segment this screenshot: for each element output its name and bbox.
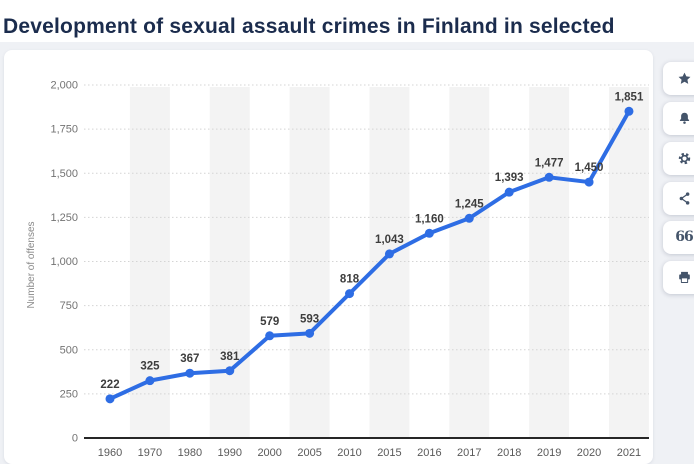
x-tick-label: 2016 <box>417 447 441 459</box>
data-point[interactable] <box>225 366 235 376</box>
plot-band <box>289 87 330 437</box>
data-point-label: 222 <box>100 379 119 391</box>
data-point[interactable] <box>504 187 514 197</box>
data-point-label: 1,450 <box>575 162 604 174</box>
print-button[interactable] <box>663 261 694 294</box>
x-tick-label: 2005 <box>297 447 321 459</box>
data-point-label: 1,160 <box>415 213 444 225</box>
y-tick-label: 500 <box>60 344 78 356</box>
data-point-label: 818 <box>340 274 360 286</box>
chart-card: 0 250 500 750 1,000 1,250 1,500 1,750 2,000 Numbe… <box>4 50 653 464</box>
data-point-label: 367 <box>180 353 199 365</box>
x-tick-label: 1970 <box>138 447 162 459</box>
data-point-label: 325 <box>140 361 160 373</box>
x-tick-label: 2000 <box>257 447 281 459</box>
y-tick-label: 250 <box>60 388 78 400</box>
share-icon <box>679 192 689 205</box>
line-chart[interactable]: 0 250 500 750 1,000 1,250 1,500 1,750 2,000 Numbe… <box>4 50 653 464</box>
x-tick-label: 2017 <box>457 447 481 459</box>
x-tick-label: 2020 <box>577 447 601 459</box>
data-point-label: 1,245 <box>455 198 484 210</box>
y-axis-title: Number of offenses <box>26 221 37 308</box>
data-point[interactable] <box>345 289 355 299</box>
data-point-label: 1,393 <box>495 172 524 184</box>
x-tick-label: 2021 <box>617 447 641 459</box>
x-tick-label: 2015 <box>377 447 401 459</box>
plot-band <box>209 87 250 437</box>
data-point[interactable] <box>145 376 155 386</box>
y-tick-label: 1,750 <box>50 124 78 136</box>
settings-button[interactable] <box>663 142 694 175</box>
data-point[interactable] <box>305 328 315 338</box>
data-point[interactable] <box>544 172 554 182</box>
data-point[interactable] <box>384 249 394 259</box>
data-point-label: 1,851 <box>615 91 644 103</box>
star-icon <box>678 72 690 84</box>
chart-section: 0 250 500 750 1,000 1,250 1,500 1,750 2,000 Numbe… <box>0 42 694 464</box>
x-tick-label: 2018 <box>497 447 521 459</box>
quote-icon: 66 <box>675 228 694 245</box>
x-tick-label: 1980 <box>178 447 202 459</box>
data-point-label: 381 <box>220 351 240 363</box>
data-point[interactable] <box>105 394 115 404</box>
x-tick-label: 2010 <box>337 447 361 459</box>
data-point[interactable] <box>185 368 195 378</box>
y-tick-label: 0 <box>72 433 78 445</box>
data-point[interactable] <box>584 177 594 187</box>
cite-button[interactable]: 66 <box>663 221 694 254</box>
series-line <box>108 109 631 401</box>
gear-icon <box>678 152 690 165</box>
bell-icon <box>679 112 689 124</box>
alerts-button[interactable] <box>663 102 694 135</box>
data-point-label: 1,477 <box>535 157 564 169</box>
data-point-label: 593 <box>300 313 319 325</box>
data-point-label: 1,043 <box>375 234 404 246</box>
page-title: Development of sexual assault crimes in … <box>3 15 615 39</box>
share-button[interactable] <box>663 182 694 215</box>
favorite-button[interactable] <box>663 62 694 95</box>
data-point[interactable] <box>624 106 634 116</box>
x-tick-label: 2019 <box>537 447 561 459</box>
y-tick-label: 1,000 <box>50 256 78 268</box>
data-point[interactable] <box>424 228 434 238</box>
y-tick-label: 750 <box>60 300 78 312</box>
y-tick-label: 1,500 <box>50 168 78 180</box>
y-tick-label: 2,000 <box>50 80 78 92</box>
x-tick-label: 1960 <box>98 447 122 459</box>
data-point-label: 579 <box>260 316 279 328</box>
y-tick-label: 1,250 <box>50 212 78 224</box>
data-point[interactable] <box>464 213 474 223</box>
data-point[interactable] <box>265 331 275 341</box>
printer-icon <box>678 271 690 283</box>
x-tick-label: 1990 <box>218 447 242 459</box>
